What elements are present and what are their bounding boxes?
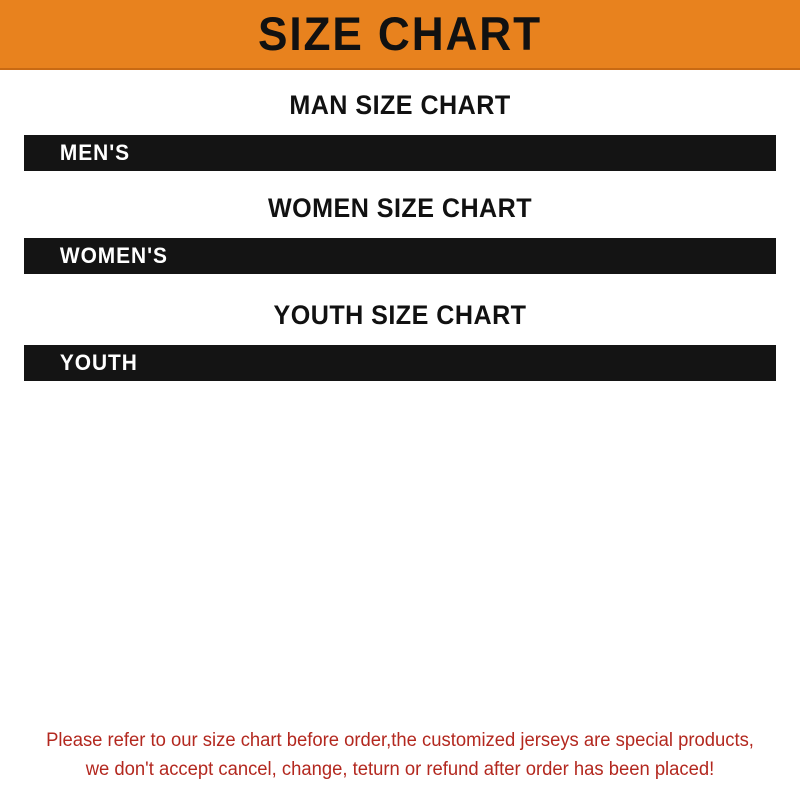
footer-line-1: Please refer to our size chart before or… [46, 730, 754, 751]
women-table-header: WOMEN'S [24, 238, 776, 274]
page-banner: SIZE CHART [0, 0, 800, 70]
youth-header-row: YOUTH [24, 345, 776, 381]
women-size-table-wrapper: WOMEN'S [24, 238, 776, 274]
youth-size-table-wrapper: YOUTH [24, 345, 776, 381]
women-section-title: WOMEN SIZE CHART [267, 193, 533, 223]
man-row-header-label: MEN'S [59, 140, 131, 165]
youth-row-header-label: YOUTH [59, 350, 138, 375]
footer-line-2: we don't accept cancel, change, teturn o… [85, 758, 715, 780]
man-size-table-wrapper: MEN'S [24, 135, 776, 171]
page-title: SIZE CHART [258, 6, 542, 60]
man-section-title: MAN SIZE CHART [289, 90, 511, 120]
women-header-row: WOMEN'S [24, 238, 776, 274]
man-size-table: MEN'S [24, 135, 776, 171]
youth-table-header: YOUTH [24, 345, 776, 381]
women-row-header-label: WOMEN'S [59, 243, 168, 268]
youth-size-table: YOUTH [24, 345, 776, 381]
women-size-table: WOMEN'S [24, 238, 776, 274]
youth-section-title: YOUTH SIZE CHART [273, 300, 527, 330]
man-header-row: MEN'S [24, 135, 776, 171]
footer-disclaimer: Please refer to our size chart before or… [12, 727, 788, 784]
man-table-header: MEN'S [24, 135, 776, 171]
